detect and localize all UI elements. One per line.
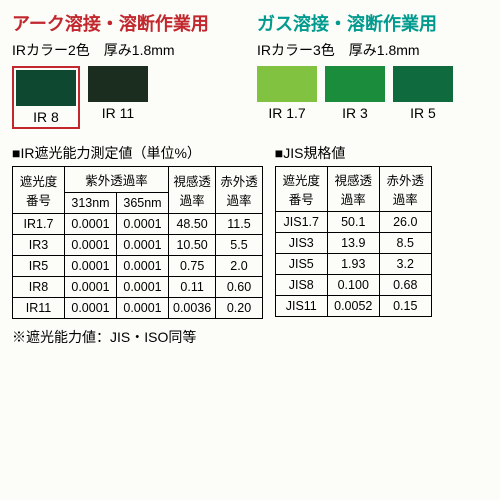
arc-subtitle: IRカラー2色 厚み1.8mm bbox=[12, 40, 243, 60]
gas-swatches: IR 1.7 IR 3 IR 5 bbox=[257, 66, 488, 121]
swatch-label: IR 5 bbox=[410, 105, 436, 121]
section-gas: ガス溶接・溶断作業用 IRカラー3色 厚み1.8mm IR 1.7IR 3IR … bbox=[257, 10, 488, 133]
swatch-label: IR 3 bbox=[342, 105, 368, 121]
swatch-label: IR 1.7 bbox=[268, 105, 305, 121]
footnote: ※遮光能力値：JIS・ISO同等 bbox=[12, 327, 488, 347]
table-jis: ■JIS規格値 遮光度番号視感透過率赤外透過率JIS1.750.126.0JIS… bbox=[275, 143, 432, 319]
selected-swatch: IR 8 bbox=[12, 66, 80, 129]
swatch-label: IR 11 bbox=[102, 105, 134, 121]
color-swatch bbox=[393, 66, 453, 102]
swatch-box: IR 3 bbox=[325, 66, 385, 121]
table-ir-title: ■IR遮光能力測定値（単位%） bbox=[12, 143, 263, 163]
color-swatch bbox=[325, 66, 385, 102]
table-ir-table: 遮光度番号紫外透過率視感透過率赤外透過率313nm365nmIR1.70.000… bbox=[12, 166, 263, 319]
swatch-box: IR 11 bbox=[88, 66, 148, 129]
table-ir: ■IR遮光能力測定値（単位%） 遮光度番号紫外透過率視感透過率赤外透過率313n… bbox=[12, 143, 263, 319]
table-jis-title: ■JIS規格値 bbox=[275, 143, 432, 163]
arc-swatches: IR 8 IR 11 bbox=[12, 66, 243, 129]
arc-title: アーク溶接・溶断作業用 bbox=[12, 10, 243, 36]
color-swatch bbox=[16, 70, 76, 106]
gas-title: ガス溶接・溶断作業用 bbox=[257, 10, 488, 36]
swatch-box: IR 5 bbox=[393, 66, 453, 121]
color-swatch bbox=[257, 66, 317, 102]
swatch-box: IR 8 bbox=[16, 70, 76, 125]
section-arc: アーク溶接・溶断作業用 IRカラー2色 厚み1.8mm IR 8 IR 11 bbox=[12, 10, 243, 133]
gas-subtitle: IRカラー3色 厚み1.8mm bbox=[257, 40, 488, 60]
swatch-label: IR 8 bbox=[33, 109, 59, 125]
table-jis-table: 遮光度番号視感透過率赤外透過率JIS1.750.126.0JIS313.98.5… bbox=[275, 166, 432, 317]
color-swatch bbox=[88, 66, 148, 102]
swatch-box: IR 1.7 bbox=[257, 66, 317, 121]
